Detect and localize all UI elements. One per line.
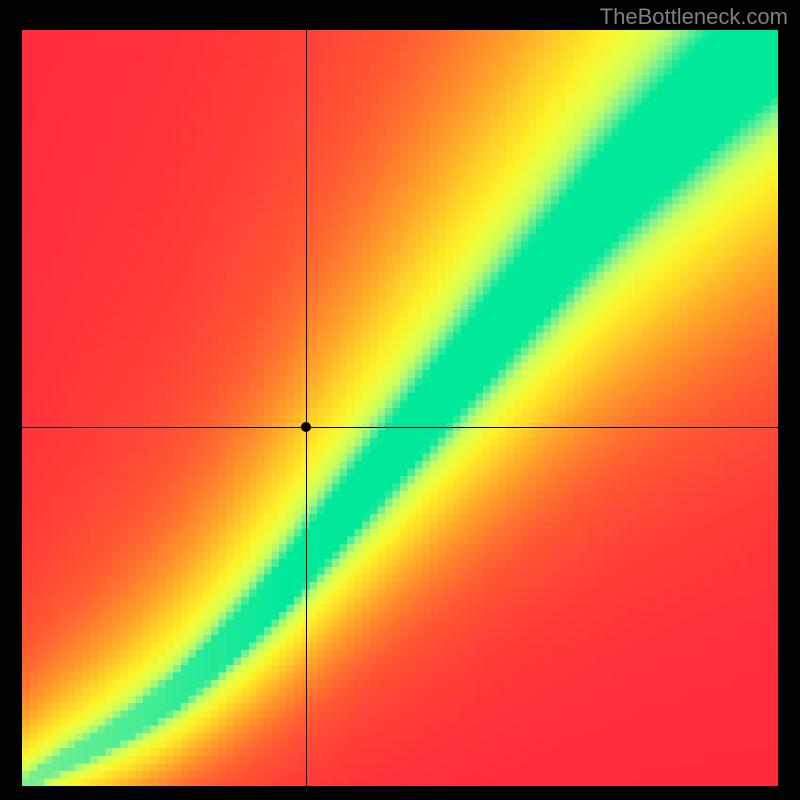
crosshair-vertical: [306, 30, 307, 786]
heatmap-plot: [22, 30, 778, 786]
heatmap-canvas: [22, 30, 778, 786]
crosshair-horizontal: [22, 427, 778, 428]
watermark-text: TheBottleneck.com: [600, 4, 788, 30]
crosshair-marker: [301, 422, 311, 432]
